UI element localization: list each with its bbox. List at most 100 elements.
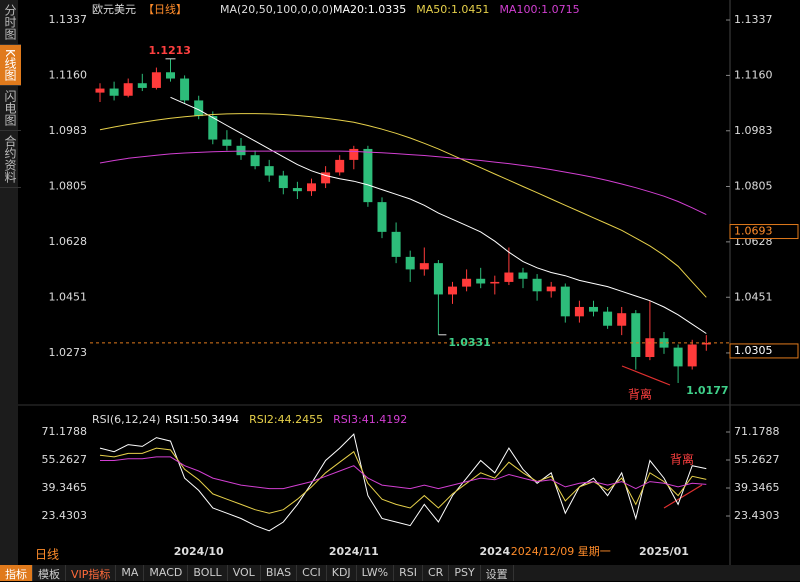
candle-body (208, 116, 218, 140)
x-tick-label: 2024/10 (174, 545, 224, 558)
y-tick-label: 1.0273 (49, 346, 88, 359)
y-tick-label: 1.1337 (49, 13, 88, 26)
candle-body (250, 155, 260, 167)
y-tick-label: 71.1788 (42, 425, 88, 438)
candle-body (194, 100, 204, 117)
x-tick-label: 2024 (479, 545, 510, 558)
sidebar-tab[interactable]: 分时图 (0, 0, 21, 45)
candle-body (166, 72, 175, 79)
cursor-date: 2024/12/09 星期一 (511, 545, 611, 558)
candle-body (95, 88, 105, 93)
indicator-tab[interactable]: 设置 (481, 565, 514, 581)
candle-body (405, 256, 415, 270)
high-label: 1.1213 (149, 44, 191, 57)
candle-body (631, 313, 641, 358)
candle-body (391, 231, 401, 257)
y-tick-label: 1.0983 (734, 124, 773, 137)
marker-label: 1.0693 (734, 225, 773, 238)
series-line (99, 433, 707, 532)
legend-entry: RSI1:50.3494 (165, 413, 239, 426)
indicator-tab[interactable]: MA (116, 565, 145, 581)
indicator: MA(20,50,100,0,0,0) (220, 3, 333, 16)
candle-body (617, 313, 627, 326)
y-tick-label: 1.0451 (49, 290, 88, 303)
indicator-tab[interactable]: CCI (297, 565, 327, 581)
legend-entry: MA50:1.0451 (416, 3, 489, 16)
indicator-tab[interactable]: LW% (357, 565, 395, 581)
series-line (100, 456, 707, 490)
chart: 欧元美元 【日线】 MA(20,50,100,0,0,0) RSI(6,12,2… (18, 0, 800, 565)
y-tick-label: 1.0628 (49, 235, 88, 248)
x-tick-label: 2025/01 (639, 545, 689, 558)
indicator-tab[interactable]: VIP指标 (66, 565, 117, 581)
candle-body (490, 281, 500, 284)
candle-body (123, 83, 133, 96)
candle-body (589, 306, 598, 312)
candle-body (137, 83, 147, 88)
indicator-tab[interactable]: VOL (228, 565, 261, 581)
series-line (99, 150, 707, 216)
candle-body (307, 183, 316, 192)
y-tick-label: 23.4303 (42, 509, 88, 522)
sidebar-tab[interactable]: 合约资料 (0, 131, 21, 188)
candle-body (433, 263, 443, 295)
candle-body (109, 88, 119, 96)
divergence-label: 背离 (628, 387, 652, 402)
legend-entry: RSI3:41.4192 (333, 413, 407, 426)
candle-body (419, 263, 429, 270)
indicator-tab[interactable]: BIAS (261, 565, 298, 581)
y-tick-label: 39.3465 (42, 481, 88, 494)
period: 【日线】 (143, 2, 187, 16)
series-line (170, 96, 707, 334)
series-line (99, 113, 707, 298)
indicator-tab[interactable]: 模板 (33, 565, 66, 581)
divergence-label: 背离 (670, 452, 694, 467)
y-tick-label: 1.0451 (734, 290, 773, 303)
candle-body (701, 342, 711, 345)
indicator-tab[interactable]: PSY (449, 565, 481, 581)
indicator-tab[interactable]: KDJ (327, 565, 357, 581)
y-tick-label: 1.0805 (49, 179, 88, 192)
legend-entry: MA100:1.0715 (499, 3, 579, 16)
candle-body (574, 306, 584, 317)
y-tick-label: 55.2627 (42, 453, 88, 466)
indicator-tab[interactable]: CR (423, 565, 450, 581)
candle-body (448, 286, 457, 295)
candle-body (659, 338, 669, 348)
legend-entry: RSI2:44.2455 (249, 413, 323, 426)
sidebar-tab[interactable]: 闪电图 (0, 86, 21, 131)
marker-box (729, 224, 799, 240)
indicator-tab[interactable]: BOLL (188, 565, 228, 581)
indicator-tab[interactable]: 指标 (0, 565, 33, 581)
indicator-tab[interactable]: RSI (394, 565, 423, 581)
low-label: 1.0331 (448, 336, 490, 349)
candle-body (645, 338, 655, 358)
x-tick-label: 2024/11 (329, 545, 379, 558)
candle-body (546, 286, 556, 292)
period-label: 日线 (35, 548, 59, 562)
divergence-line (621, 365, 671, 386)
candle-body (462, 278, 472, 287)
candle-body (264, 166, 274, 176)
y-tick-label: 39.3465 (734, 481, 780, 494)
rsi-title: RSI(6,12,24) (92, 413, 160, 426)
candle-body (532, 278, 542, 292)
sidebar-tab[interactable]: K线图 (0, 45, 21, 86)
candle-body (335, 159, 345, 173)
candle-body (180, 78, 190, 101)
candle-body (476, 278, 486, 284)
indicator-tab[interactable]: MACD (144, 565, 189, 581)
candle-body (151, 72, 161, 88)
chart-title: 欧元美元 (92, 3, 136, 16)
low-label: 1.0177 (686, 384, 728, 397)
legend-entry: MA20:1.0335 (333, 3, 406, 16)
price-box (729, 343, 799, 359)
candle-body (673, 347, 683, 367)
candle-body (292, 188, 302, 192)
candle-body (349, 148, 359, 160)
y-tick-label: 23.4303 (734, 509, 780, 522)
y-tick-label: 1.1337 (734, 13, 773, 26)
candle-body (321, 172, 331, 184)
y-tick-label: 1.1160 (734, 68, 773, 81)
